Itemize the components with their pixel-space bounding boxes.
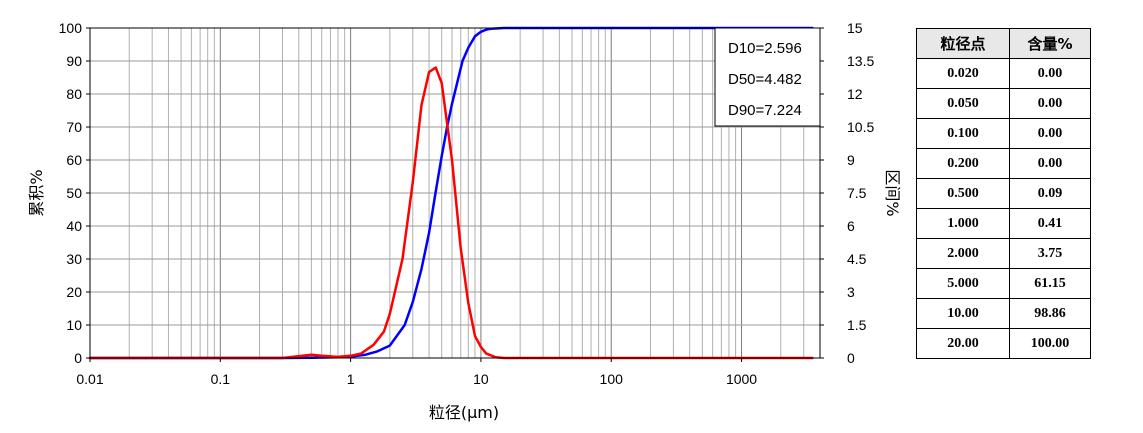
series-layer xyxy=(88,26,814,360)
table-row: 20.00 100.00 xyxy=(916,328,1091,359)
table-cell-content: 0.09 xyxy=(1009,178,1091,209)
table-cell-size: 0.100 xyxy=(916,118,1010,149)
table-cell-size: 0.050 xyxy=(916,88,1010,119)
x-tick-label: 0.01 xyxy=(76,371,103,387)
table-cell-content: 0.00 xyxy=(1009,58,1091,89)
y-axis-right: 0 1.5 3 4.5 6 7.5 9 10.5 12 13.5 15 xyxy=(820,20,874,366)
x-tick-label: 100 xyxy=(600,371,624,387)
y-right-tick-label: 1.5 xyxy=(847,317,867,333)
table-cell-size: 0.200 xyxy=(916,148,1010,179)
table-cell-size: 2.000 xyxy=(916,238,1010,269)
table-cell-content: 0.00 xyxy=(1009,118,1091,149)
table-cell-content: 0.00 xyxy=(1009,88,1091,119)
table-row: 0.100 0.00 xyxy=(916,118,1091,149)
table-row: 0.200 0.00 xyxy=(916,148,1091,179)
y-left-tick-label: 50 xyxy=(66,185,82,201)
y-left-tick-label: 80 xyxy=(66,86,82,102)
particle-table: 粒径点 含量% 0.020 0.00 0.050 0.00 0.100 0.00 0.… xyxy=(916,28,1091,359)
table-row: 0.500 0.09 xyxy=(916,178,1091,209)
y-right-tick-label: 13.5 xyxy=(847,53,874,69)
annotation-d90: D90=7.224 xyxy=(728,102,802,119)
table-row: 10.00 98.86 xyxy=(916,298,1091,329)
annotation-d50: D50=4.482 xyxy=(728,71,802,88)
x-tick-label: 1 xyxy=(347,371,355,387)
y-right-tick-label: 15 xyxy=(847,20,863,36)
table-cell-content: 98.86 xyxy=(1009,298,1091,329)
table-cell-content: 0.41 xyxy=(1009,208,1091,239)
table-cell-content: 3.75 xyxy=(1009,238,1091,269)
x-tick-label: 0.1 xyxy=(211,371,231,387)
table-row: 2.000 3.75 xyxy=(916,238,1091,269)
y-right-tick-label: 7.5 xyxy=(847,185,867,201)
y-right-tick-label: 10.5 xyxy=(847,119,874,135)
table-row: 1.000 0.41 xyxy=(916,208,1091,239)
annotation-frame xyxy=(714,27,821,127)
table-header-row: 粒径点 含量% xyxy=(916,28,1091,59)
table-cell-size: 1.000 xyxy=(916,208,1010,239)
y-axis-left: 0 10 20 30 40 50 60 70 80 90 100 xyxy=(59,20,90,366)
y-right-tick-label: 4.5 xyxy=(847,251,867,267)
y-left-tick-label: 100 xyxy=(59,20,83,36)
x-axis-title: 粒径(μm) xyxy=(429,403,499,422)
table-cell-size: 0.500 xyxy=(916,178,1010,209)
y-left-tick-label: 60 xyxy=(66,152,82,168)
y-left-tick-label: 70 xyxy=(66,119,82,135)
y-right-tick-label: 3 xyxy=(847,284,855,300)
table-row: 5.000 61.15 xyxy=(916,268,1091,299)
table-cell-content: 61.15 xyxy=(1009,268,1091,299)
table-header-size: 粒径点 xyxy=(916,28,1010,59)
table-row: 0.050 0.00 xyxy=(916,88,1091,119)
table-cell-content: 0.00 xyxy=(1009,148,1091,179)
y-left-tick-label: 40 xyxy=(66,218,82,234)
table-cell-size: 10.00 xyxy=(916,298,1010,329)
y-left-tick-label: 10 xyxy=(66,317,82,333)
table-cell-size: 20.00 xyxy=(916,328,1010,359)
y-left-tick-label: 90 xyxy=(66,53,82,69)
y-left-tick-label: 20 xyxy=(66,284,82,300)
y-right-tick-label: 9 xyxy=(847,152,855,168)
table-header-content: 含量% xyxy=(1009,28,1091,59)
x-axis: 0.01 0.1 1 10 100 1000 xyxy=(76,358,757,387)
y-axis-right-title: 区间% xyxy=(883,169,902,216)
y-right-tick-label: 0 xyxy=(847,350,855,366)
y-axis-left-title: 累积% xyxy=(27,169,46,216)
x-tick-label: 10 xyxy=(473,371,489,387)
series-line-interval xyxy=(88,66,814,360)
annotation-box: D10=2.596 D50=4.482 D90=7.224 xyxy=(714,27,821,127)
y-left-tick-label: 0 xyxy=(74,350,82,366)
annotation-d10: D10=2.596 xyxy=(728,40,802,57)
table-cell-size: 5.000 xyxy=(916,268,1010,299)
table-cell-content: 100.00 xyxy=(1009,328,1091,359)
y-right-tick-label: 12 xyxy=(847,86,863,102)
x-tick-label: 1000 xyxy=(726,371,757,387)
table-cell-size: 0.020 xyxy=(916,58,1010,89)
table-row: 0.020 0.00 xyxy=(916,58,1091,89)
y-left-tick-label: 30 xyxy=(66,251,82,267)
y-right-tick-label: 6 xyxy=(847,218,855,234)
